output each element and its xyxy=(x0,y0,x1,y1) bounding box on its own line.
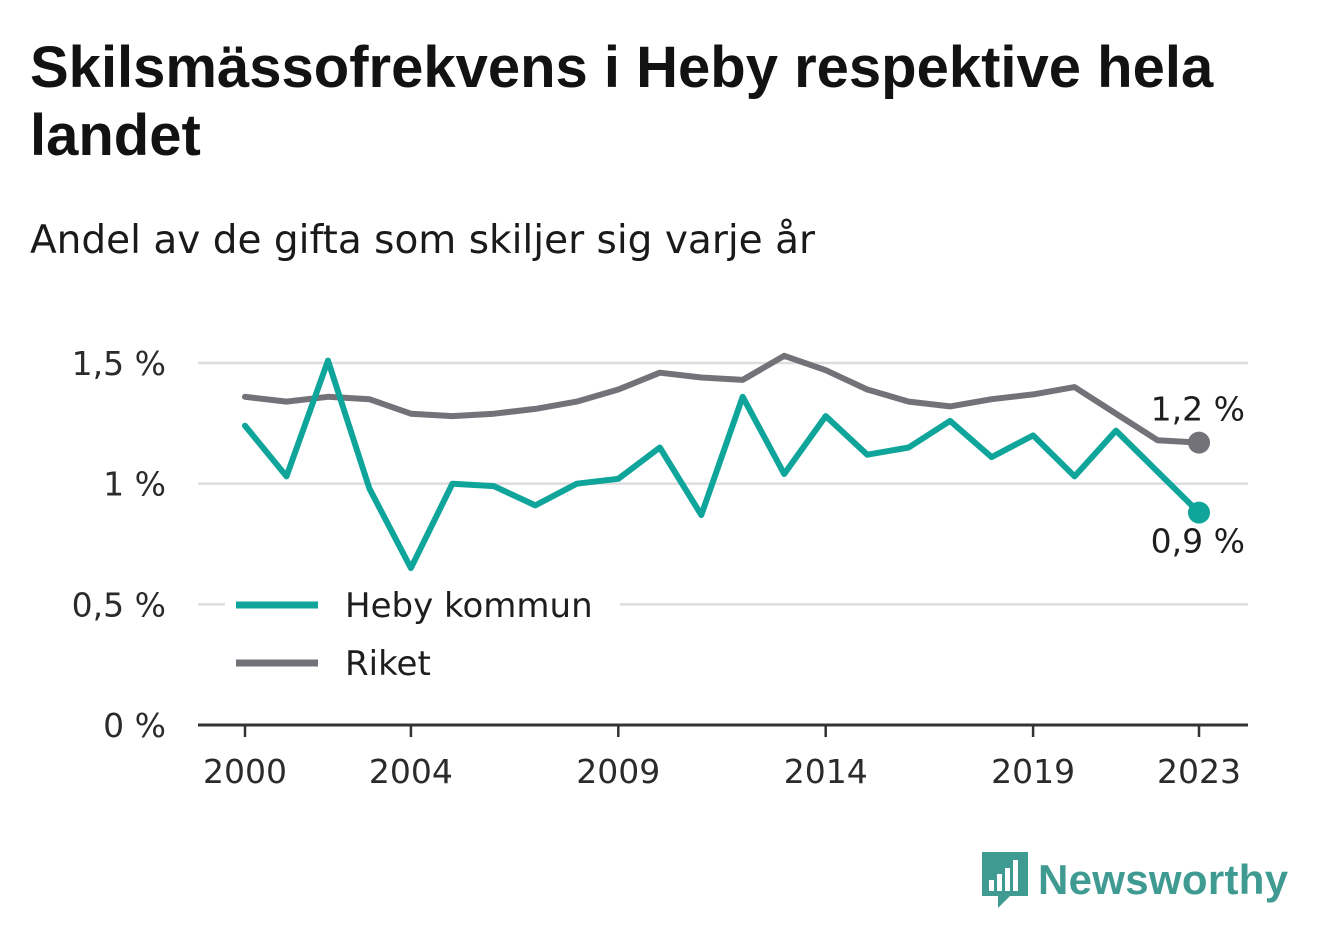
end-value-label: 1,2 % xyxy=(1151,390,1245,429)
y-tick-label: 0 % xyxy=(103,706,166,745)
chart-subtitle: Andel av de gifta som skiljer sig varje … xyxy=(30,218,816,263)
series-line-riket xyxy=(242,352,1202,446)
legend-label: Heby kommun xyxy=(345,586,593,626)
chart-title: Skilsmässofrekvens i Heby respektive hel… xyxy=(30,35,1214,168)
legend-label: Riket xyxy=(345,644,431,684)
y-tick-label: 1 % xyxy=(103,465,166,504)
x-tick-label: 2009 xyxy=(576,752,660,791)
brand-name: Newsworthy xyxy=(1038,856,1289,903)
x-tick-label: 2014 xyxy=(784,752,868,791)
y-tick-label: 0,5 % xyxy=(72,585,166,624)
bar-chart-speech-bubble-icon xyxy=(982,852,1028,908)
x-tick-label: 2019 xyxy=(991,752,1075,791)
y-axis-tick-labels: 0 % 0,5 % 1 % 1,5 % xyxy=(72,344,166,745)
x-axis-ticks: 2000 2004 2009 2014 2019 2023 xyxy=(203,725,1241,791)
x-tick-label: 2000 xyxy=(203,752,287,791)
end-point-marker xyxy=(1188,431,1210,454)
end-markers: 1,2 % 0,9 % xyxy=(1151,390,1245,561)
legend: Heby kommun Riket xyxy=(225,575,620,689)
end-value-label: 0,9 % xyxy=(1151,522,1245,561)
x-tick-label: 2023 xyxy=(1157,752,1241,791)
x-tick-label: 2004 xyxy=(369,752,453,791)
newsworthy-logo: Newsworthy xyxy=(980,850,1288,910)
series-lines xyxy=(242,352,1202,572)
end-point-marker xyxy=(1188,501,1210,524)
series-line-heby-kommun xyxy=(242,357,1202,572)
y-tick-label: 1,5 % xyxy=(72,344,166,383)
